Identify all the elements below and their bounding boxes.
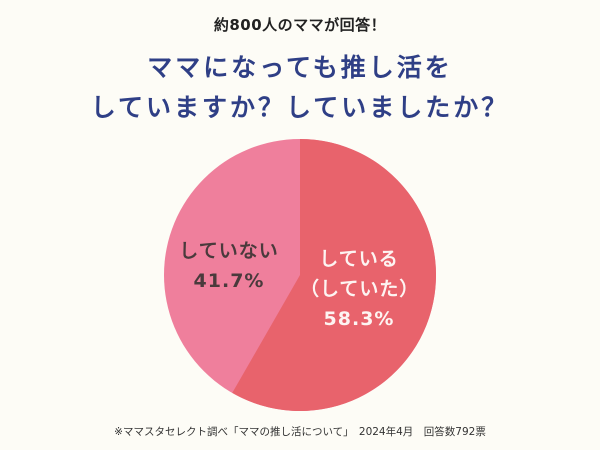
source-footnote: ※ママスタセレクト調べ「ママの推し活について」 2024年4月 回答数792票 [114,426,486,438]
slice-label-doing-name: している [319,248,399,270]
slice-label-not-doing: していない 41.7% [168,236,290,296]
chart-title: ママになっても推し活を していますか？していましたか？ [0,48,600,128]
slice-label-doing: している （していた） 58.3% [300,244,418,334]
chart-title-line1: ママになっても推し活を [147,53,453,82]
slice-label-not-doing-value: 41.7% [193,270,265,292]
slice-label-doing-value: 58.3% [323,308,395,330]
slice-label-doing-name-paren: （していた） [300,278,420,300]
chart-title-line2: していますか？していましたか？ [90,93,510,122]
pie-chart [164,139,436,411]
chart-subtitle: 約800人のママが回答！ [213,16,387,34]
slice-label-not-doing-name: していない [179,240,279,262]
pie-slice-doing [232,139,436,411]
pie-chart-svg [164,139,436,411]
